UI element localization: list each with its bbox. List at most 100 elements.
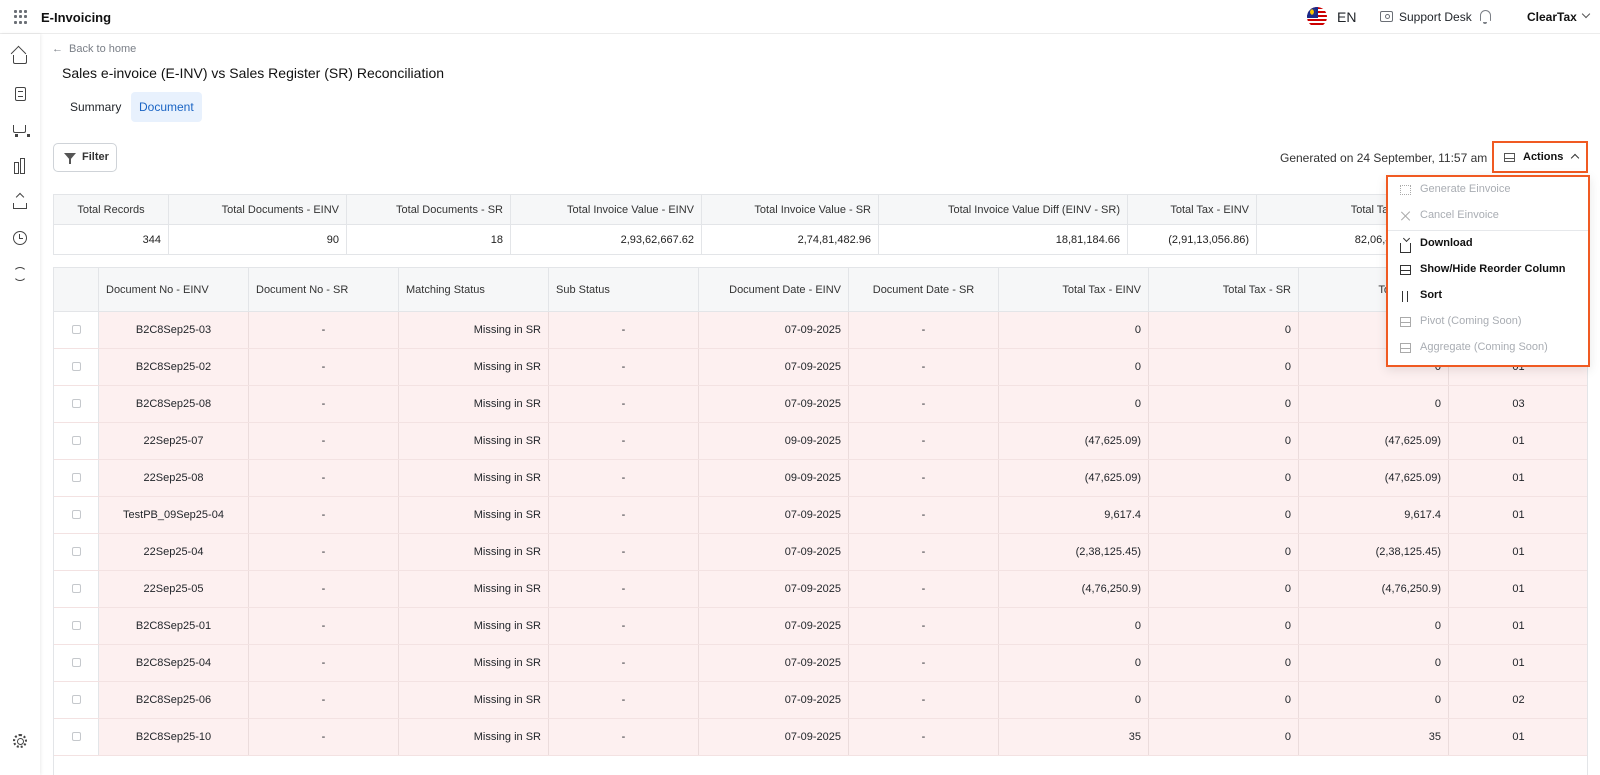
- table-cell: (47,625.09): [1299, 423, 1449, 459]
- menu-item-cancel-einvoice: Cancel Einvoice: [1388, 203, 1588, 230]
- column-header[interactable]: Document No - SR: [249, 268, 399, 311]
- table-cell: -: [849, 534, 999, 570]
- menu-item-show-hide-reorder-column[interactable]: Show/Hide Reorder Column: [1388, 257, 1588, 284]
- table-row[interactable]: 22Sep25-05- Missing in SR -07-09-2025- (4,7…: [54, 571, 1587, 608]
- row-checkbox[interactable]: [71, 325, 81, 334]
- row-checkbox-cell[interactable]: [54, 312, 99, 348]
- table-cell: 07-09-2025: [699, 534, 849, 570]
- table-cell: 0: [1149, 645, 1299, 681]
- cart-icon[interactable]: [13, 125, 30, 137]
- row-checkbox[interactable]: [71, 473, 81, 482]
- bell-icon[interactable]: [1480, 10, 1491, 24]
- upload-icon[interactable]: [13, 203, 27, 209]
- row-checkbox[interactable]: [71, 732, 81, 741]
- table-cell: (47,625.09): [999, 460, 1149, 496]
- row-checkbox[interactable]: [71, 436, 81, 445]
- summary-header-cell: Total Records: [54, 195, 169, 225]
- filter-button[interactable]: Filter: [53, 143, 117, 172]
- table-cell: 0: [1149, 312, 1299, 348]
- table-cell: B2C8Sep25-03: [99, 312, 249, 348]
- row-checkbox-cell[interactable]: [54, 423, 99, 459]
- ticket-icon[interactable]: [1380, 11, 1393, 22]
- column-header[interactable]: Matching Status: [399, 268, 549, 311]
- table-row[interactable]: B2C8Sep25-10- Missing in SR -07-09-2025-35…: [54, 719, 1587, 756]
- malaysia-flag-icon[interactable]: [1307, 7, 1327, 27]
- menu-item-label: Aggregate (Coming Soon): [1420, 341, 1548, 353]
- column-header[interactable]: Total Tax - EINV: [999, 268, 1149, 311]
- row-checkbox[interactable]: [71, 510, 81, 519]
- table-cell: (4,76,250.9): [999, 571, 1149, 607]
- table-row[interactable]: 22Sep25-08- Missing in SR -09-09-2025- (47,…: [54, 460, 1587, 497]
- select-all-cell[interactable]: [54, 268, 99, 311]
- support-desk-link[interactable]: Support Desk: [1399, 10, 1472, 24]
- row-checkbox[interactable]: [71, 362, 81, 371]
- table-cell: 01: [1449, 645, 1587, 681]
- row-checkbox[interactable]: [71, 584, 81, 593]
- table-cell: 01: [1449, 534, 1587, 570]
- row-checkbox-cell[interactable]: [54, 608, 99, 644]
- column-header[interactable]: Sub Status: [549, 268, 699, 311]
- row-checkbox-cell[interactable]: [54, 571, 99, 607]
- table-cell: 01: [1449, 719, 1587, 755]
- row-checkbox-cell[interactable]: [54, 682, 99, 718]
- table-cell: 07-09-2025: [699, 312, 849, 348]
- table-cell: 07-09-2025: [699, 386, 849, 422]
- table-cell: 0: [1149, 497, 1299, 533]
- table-cell: 01: [1449, 423, 1587, 459]
- row-checkbox-cell[interactable]: [54, 497, 99, 533]
- table-cell: (47,625.09): [1299, 460, 1449, 496]
- row-checkbox-cell[interactable]: [54, 645, 99, 681]
- app-grid-icon[interactable]: [14, 10, 28, 24]
- table-cell: 0: [1149, 386, 1299, 422]
- table-row[interactable]: 22Sep25-07- Missing in SR -09-09-2025- (47,…: [54, 423, 1587, 460]
- column-header[interactable]: Document No - EINV: [99, 268, 249, 311]
- column-header[interactable]: Document Date - SR: [849, 268, 999, 311]
- document-icon[interactable]: [15, 87, 26, 101]
- chevron-down-icon[interactable]: [1581, 9, 1591, 19]
- table-cell: Missing in SR: [399, 571, 549, 607]
- qr-icon: [1400, 185, 1411, 195]
- table-row[interactable]: B2C8Sep25-03- Missing in SR -07-09-2025-0 0…: [54, 312, 1587, 349]
- menu-item-label: Generate Einvoice: [1420, 183, 1511, 195]
- table-row[interactable]: B2C8Sep25-08- Missing in SR -07-09-2025-0 0…: [54, 386, 1587, 423]
- table-row[interactable]: B2C8Sep25-06- Missing in SR -07-09-2025-0 0…: [54, 682, 1587, 719]
- table-cell: Missing in SR: [399, 534, 549, 570]
- table-row[interactable]: 22Sep25-04- Missing in SR -07-09-2025- (2,3…: [54, 534, 1587, 571]
- table-cell: Missing in SR: [399, 312, 549, 348]
- menu-item-download[interactable]: Download: [1388, 231, 1588, 258]
- table-cell: -: [849, 571, 999, 607]
- bar-chart-icon[interactable]: [13, 158, 27, 174]
- table-cell: 07-09-2025: [699, 349, 849, 385]
- row-checkbox-cell[interactable]: [54, 349, 99, 385]
- row-checkbox[interactable]: [71, 399, 81, 408]
- tab-summary[interactable]: Summary: [70, 100, 122, 114]
- table-cell: -: [549, 423, 699, 459]
- summary-header-cell: Total Documents - SR: [347, 195, 511, 225]
- table-row[interactable]: B2C8Sep25-02- Missing in SR -07-09-2025-0 0…: [54, 349, 1587, 386]
- tab-document[interactable]: Document: [131, 92, 202, 122]
- row-checkbox[interactable]: [71, 621, 81, 630]
- language-selector[interactable]: EN: [1337, 9, 1357, 25]
- sync-icon[interactable]: [13, 267, 27, 281]
- column-header[interactable]: Document Date - EINV: [699, 268, 849, 311]
- row-checkbox-cell[interactable]: [54, 386, 99, 422]
- menu-item-sort[interactable]: Sort: [1388, 283, 1588, 310]
- history-icon[interactable]: [13, 231, 27, 245]
- table-row[interactable]: B2C8Sep25-04- Missing in SR -07-09-2025-0 0…: [54, 645, 1587, 682]
- row-checkbox[interactable]: [71, 658, 81, 667]
- row-checkbox[interactable]: [71, 695, 81, 704]
- actions-button[interactable]: Actions: [1492, 141, 1588, 173]
- back-label[interactable]: Back to home: [69, 43, 137, 55]
- org-switcher[interactable]: ClearTax: [1527, 10, 1577, 24]
- row-checkbox-cell[interactable]: [54, 534, 99, 570]
- row-checkbox[interactable]: [71, 547, 81, 556]
- row-checkbox-cell[interactable]: [54, 460, 99, 496]
- back-link[interactable]: ← Back to home: [52, 43, 136, 55]
- gear-icon[interactable]: [13, 734, 27, 748]
- table-row[interactable]: B2C8Sep25-01- Missing in SR -07-09-2025-0 0…: [54, 608, 1587, 645]
- column-header[interactable]: Total Tax - SR: [1149, 268, 1299, 311]
- table-cell: Missing in SR: [399, 608, 549, 644]
- table-row[interactable]: TestPB_09Sep25-04- Missing in SR -07-09-20…: [54, 497, 1587, 534]
- row-checkbox-cell[interactable]: [54, 719, 99, 755]
- home-icon[interactable]: [13, 55, 27, 64]
